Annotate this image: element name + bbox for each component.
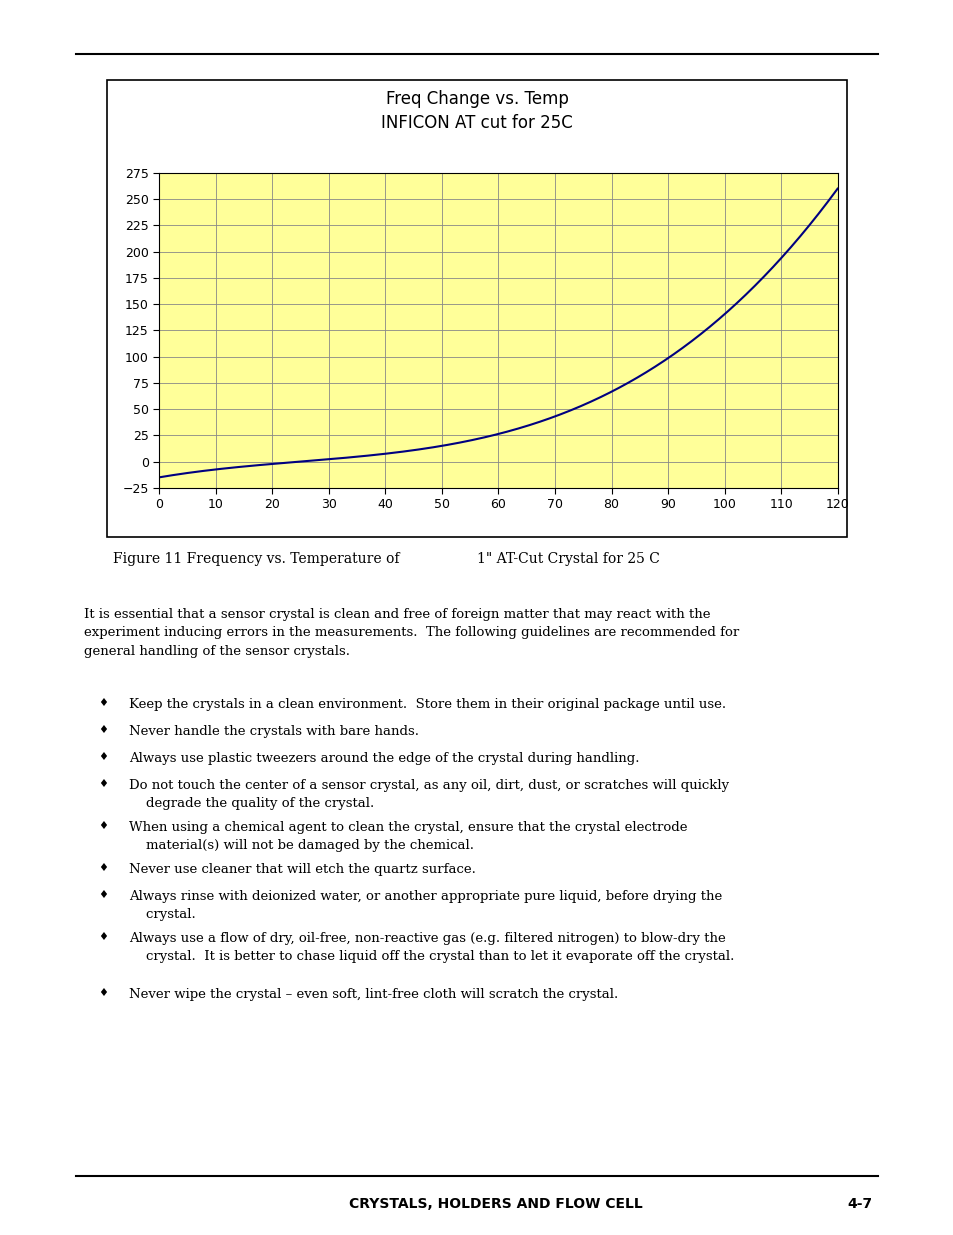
- Text: ♦: ♦: [98, 752, 108, 762]
- Text: Freq Change vs. Temp
INFICON AT cut for 25C: Freq Change vs. Temp INFICON AT cut for …: [381, 90, 572, 132]
- Text: ♦: ♦: [98, 863, 108, 873]
- Text: Always use a flow of dry, oil-free, non-reactive gas (e.g. filtered nitrogen) to: Always use a flow of dry, oil-free, non-…: [129, 932, 734, 963]
- Text: ♦: ♦: [98, 725, 108, 735]
- Text: 1" AT-Cut Crystal for 25 C: 1" AT-Cut Crystal for 25 C: [476, 552, 659, 566]
- Text: ♦: ♦: [98, 988, 108, 998]
- Text: It is essential that a sensor crystal is clean and free of foreign matter that m: It is essential that a sensor crystal is…: [84, 608, 739, 657]
- Text: CRYSTALS, HOLDERS AND FLOW CELL: CRYSTALS, HOLDERS AND FLOW CELL: [349, 1197, 642, 1212]
- Text: When using a chemical agent to clean the crystal, ensure that the crystal electr: When using a chemical agent to clean the…: [129, 821, 686, 852]
- Text: 4-7: 4-7: [847, 1197, 872, 1212]
- Text: Never use cleaner that will etch the quartz surface.: Never use cleaner that will etch the qua…: [129, 863, 476, 877]
- Text: Keep the crystals in a clean environment.  Store them in their original package : Keep the crystals in a clean environment…: [129, 698, 725, 711]
- Bar: [107, 80, 846, 537]
- Text: ♦: ♦: [98, 779, 108, 789]
- Text: Always rinse with deionized water, or another appropriate pure liquid, before dr: Always rinse with deionized water, or an…: [129, 890, 721, 921]
- Text: ♦: ♦: [98, 698, 108, 708]
- Text: Always use plastic tweezers around the edge of the crystal during handling.: Always use plastic tweezers around the e…: [129, 752, 639, 766]
- Text: Figure 11 Frequency vs. Temperature of: Figure 11 Frequency vs. Temperature of: [112, 552, 398, 566]
- Text: ♦: ♦: [98, 932, 108, 942]
- Text: ♦: ♦: [98, 821, 108, 831]
- Text: Never wipe the crystal – even soft, lint-free cloth will scratch the crystal.: Never wipe the crystal – even soft, lint…: [129, 988, 618, 1002]
- Text: Never handle the crystals with bare hands.: Never handle the crystals with bare hand…: [129, 725, 418, 739]
- Text: ♦: ♦: [98, 890, 108, 900]
- Text: Do not touch the center of a sensor crystal, as any oil, dirt, dust, or scratche: Do not touch the center of a sensor crys…: [129, 779, 728, 810]
